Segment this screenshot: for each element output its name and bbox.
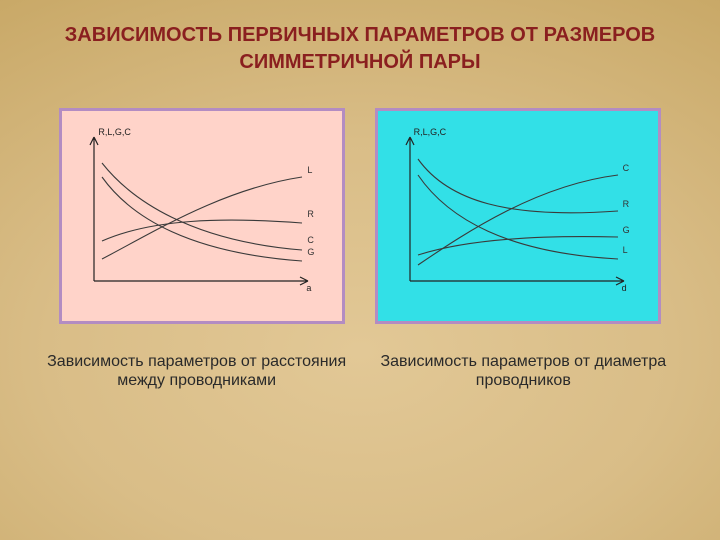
- curve-label-G: G: [623, 225, 630, 235]
- curve-label-C: C: [623, 163, 630, 173]
- curve-label-R: R: [623, 199, 630, 209]
- chart-left-svg: [62, 111, 342, 321]
- title-line2: СИММЕТРИЧНОЙ ПАРЫ: [239, 51, 480, 73]
- y-axis-label-right: R,L,G,C: [414, 127, 447, 137]
- curve-R: [418, 159, 618, 213]
- panel-right-chart: R,L,G,C d R LG C: [378, 111, 658, 321]
- curve-label-G: G: [307, 247, 314, 257]
- captions-row: Зависимость параметров от расстояния меж…: [0, 330, 720, 390]
- y-axis-label-left: R,L,G,C: [98, 127, 131, 137]
- curve-label-L: L: [307, 165, 312, 175]
- panels-row: R,L,G,C a CGRL R,L,G,C d RLGC: [0, 88, 720, 330]
- caption-left: Зависимость параметров от расстояния меж…: [47, 352, 347, 390]
- panel-left-frame: R,L,G,C a CG R L: [59, 108, 345, 324]
- x-axis-label-left: a: [306, 283, 311, 293]
- x-axis-label-right: d: [622, 283, 627, 293]
- curve-L: [418, 175, 618, 259]
- curve-R: [102, 220, 302, 241]
- page-title: ЗАВИСИМОСТЬ ПЕРВИЧНЫХ ПАРАМЕТРОВ ОТ РАЗМ…: [0, 0, 720, 88]
- curve-G: [102, 177, 302, 261]
- curve-C: [102, 163, 302, 250]
- curve-label-L: L: [623, 245, 628, 255]
- panel-right-frame: R,L,G,C d R LG C: [375, 108, 661, 324]
- curve-label-C: C: [307, 235, 314, 245]
- curve-label-R: R: [307, 209, 314, 219]
- chart-right-svg: [378, 111, 658, 321]
- title-line1: ЗАВИСИМОСТЬ ПЕРВИЧНЫХ ПАРАМЕТРОВ ОТ РАЗМ…: [65, 24, 655, 46]
- curve-C: [418, 175, 618, 265]
- panel-left-chart: R,L,G,C a CG R L: [62, 111, 342, 321]
- caption-right: Зависимость параметров от диаметра прово…: [373, 352, 673, 390]
